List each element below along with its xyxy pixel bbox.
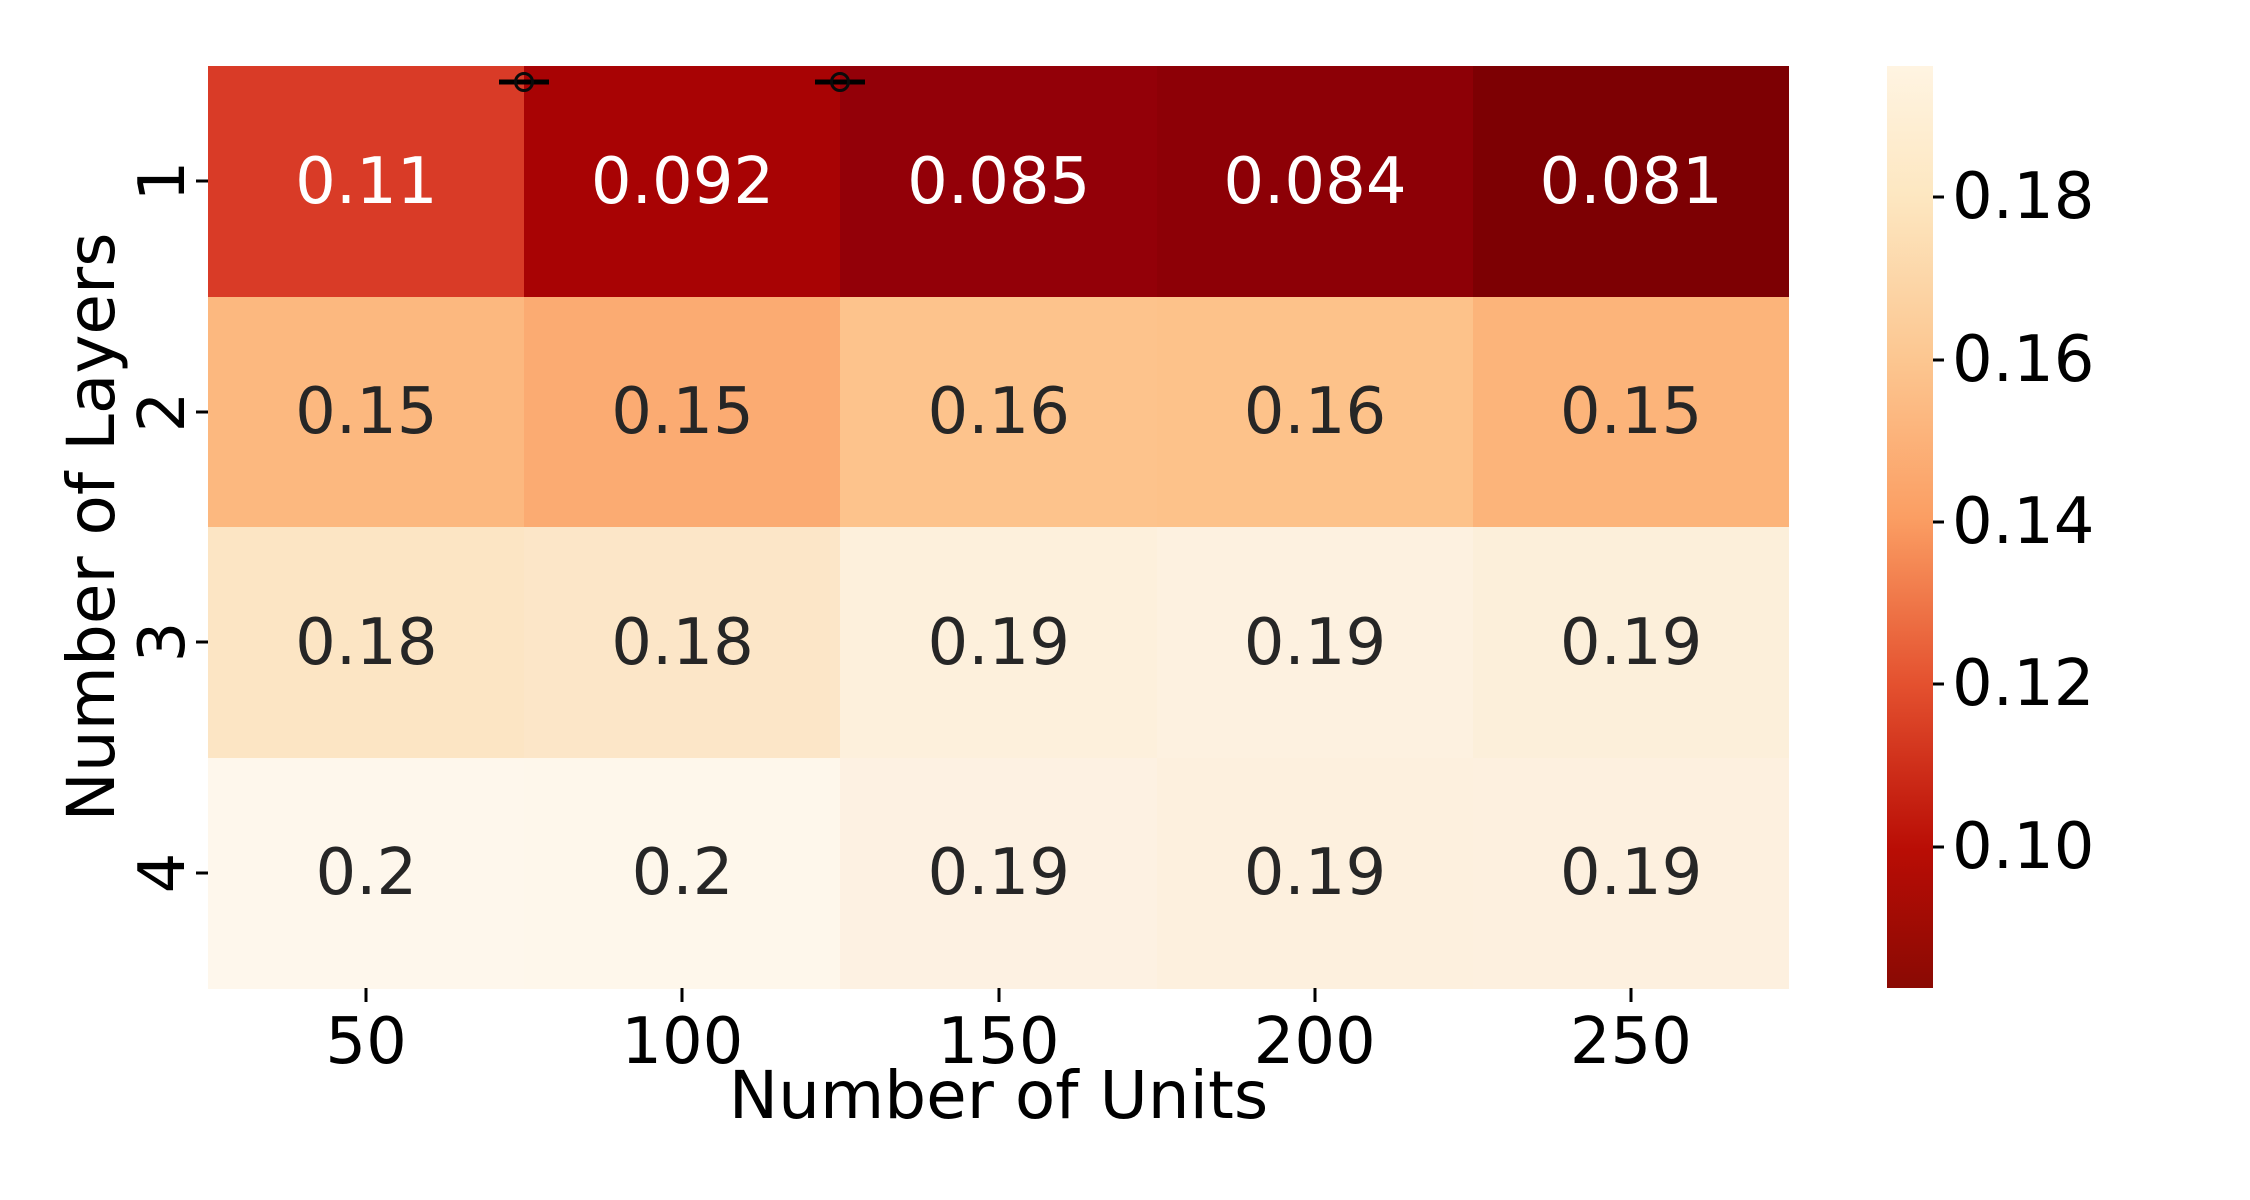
y-tick-label: 1 <box>126 160 200 202</box>
cell-value: 0.085 <box>907 144 1091 219</box>
heatmap-cell: 0.081 <box>1472 66 1790 297</box>
x-tick-mark <box>680 988 684 1002</box>
colorbar-tick-mark <box>1933 358 1944 362</box>
y-tick-mark <box>196 410 208 414</box>
heatmap-cell: 0.2 <box>208 757 525 989</box>
heatmap-cell: 0.084 <box>1156 66 1474 297</box>
colorbar-tick-label: 0.10 <box>1952 809 2095 884</box>
colorbar <box>1887 66 1933 988</box>
colorbar-tick-label: 0.16 <box>1952 322 2095 397</box>
y-tick-mark <box>196 871 208 875</box>
cell-value: 0.084 <box>1223 144 1407 219</box>
heatmap-cell: 0.18 <box>524 527 841 758</box>
cell-value: 0.19 <box>1243 605 1387 680</box>
cell-value: 0.15 <box>1559 375 1703 449</box>
x-tick-label: 200 <box>1253 1005 1376 1079</box>
heatmap-grid: 0.11 0.092 0.085 0.084 0.081 0.15 0.15 0.16 0.16… <box>126 66 1790 1079</box>
cell-value: 0.19 <box>927 836 1070 910</box>
x-axis-title: Number of Units <box>728 1057 1269 1134</box>
heatmap-cell: 0.092 <box>524 66 841 297</box>
cell-value: 0.11 <box>295 144 438 219</box>
cell-value: 0.2 <box>315 836 418 910</box>
cell-value: 0.092 <box>590 144 775 219</box>
colorbar-tick-label: 0.12 <box>1952 647 2095 722</box>
heatmap-cell: 0.085 <box>840 66 1158 297</box>
colorbar-tick-mark <box>1933 845 1944 849</box>
colorbar-tick-label: 0.18 <box>1952 160 2095 235</box>
colorbar-tick-mark <box>1933 520 1944 524</box>
heatmap-cell: 0.2 <box>524 757 841 989</box>
errorbar-marker <box>496 71 552 93</box>
y-tick-label: 2 <box>126 391 200 433</box>
colorbar-tick-label: 0.14 <box>1952 485 2095 560</box>
heatmap-cell: 0.15 <box>1472 296 1790 528</box>
cell-value: 0.081 <box>1539 144 1723 219</box>
cell-value: 0.16 <box>927 375 1070 449</box>
heatmap-cell: 0.15 <box>208 296 525 528</box>
y-tick-mark <box>196 640 208 644</box>
heatmap-cell: 0.19 <box>840 757 1158 989</box>
heatmap-cell: 0.15 <box>524 296 841 528</box>
cell-value: 0.19 <box>927 605 1070 680</box>
heatmap-cell: 0.11 <box>208 66 525 297</box>
heatmap-cell: 0.16 <box>840 296 1158 528</box>
heatmap-cell: 0.18 <box>208 527 525 758</box>
open-circle-icon <box>830 72 851 92</box>
cell-value: 0.19 <box>1559 836 1703 910</box>
y-tick-mark <box>196 179 208 183</box>
x-tick-mark <box>997 988 1000 1002</box>
cell-value: 0.19 <box>1559 605 1703 680</box>
cell-value: 0.18 <box>295 605 438 680</box>
heatmap-cell: 0.19 <box>1472 757 1790 989</box>
heatmap-cell: 0.19 <box>1156 527 1474 758</box>
x-tick-label: 50 <box>325 1005 407 1079</box>
heatmap-cell: 0.19 <box>1472 527 1790 758</box>
y-tick-label: 3 <box>126 621 200 663</box>
x-tick-label: 250 <box>1569 1005 1692 1079</box>
y-tick-label: 4 <box>126 852 200 894</box>
x-tick-label: 150 <box>937 1005 1060 1079</box>
x-tick-label: 100 <box>621 1005 744 1079</box>
x-tick-mark <box>1313 988 1317 1002</box>
colorbar-tick-mark <box>1933 682 1944 686</box>
cell-value: 0.19 <box>1243 836 1387 910</box>
cell-value: 0.2 <box>631 836 734 910</box>
cell-value: 0.15 <box>295 375 438 449</box>
heatmap-cell: 0.19 <box>840 527 1158 758</box>
colorbar-tick-mark <box>1933 195 1944 199</box>
errorbar-marker <box>812 71 868 93</box>
y-axis-title: Number of Layers <box>53 232 130 822</box>
heatmap-cell: 0.19 <box>1156 757 1474 989</box>
cell-value: 0.18 <box>611 605 754 680</box>
open-circle-icon <box>514 72 535 92</box>
heatmap-cell: 0.16 <box>1156 296 1474 528</box>
cell-value: 0.15 <box>611 375 754 449</box>
x-tick-mark <box>1629 988 1633 1002</box>
cell-value: 0.16 <box>1243 375 1387 449</box>
x-tick-mark <box>364 988 368 1002</box>
